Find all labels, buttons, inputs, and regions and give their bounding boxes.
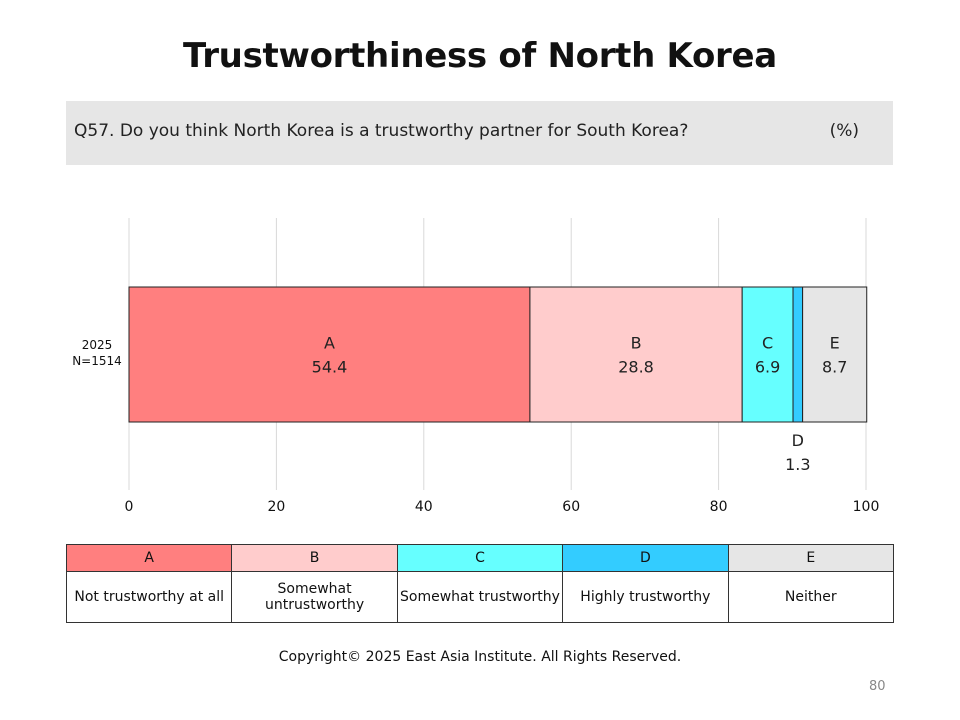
data-label: 54.4 [312,358,348,377]
unit-label: (%) [829,121,859,141]
segment-name-label: D [792,431,804,450]
segment-name-label: C [762,334,773,353]
legend-desc-c: Somewhat trustworthy [396,571,564,623]
legend-desc-d: Highly trustworthy [562,571,729,623]
x-tick-label: 80 [710,499,728,515]
bar-segment-e [802,286,868,423]
page-number: 80 [869,679,886,694]
legend-description-row: Not trustworthy at all Somewhat untrustw… [65,571,895,623]
bar-segment-d [792,286,804,423]
page-title: Trustworthiness of North Korea [183,36,777,76]
segment-name-label: A [324,334,335,353]
question-text: Q57. Do you think North Korea is a trust… [74,121,689,141]
data-label: 8.7 [822,358,847,377]
legend-key-c: C [396,544,564,572]
category-label-line: 2025 [82,338,113,352]
legend-key-b: B [231,544,398,572]
legend-key-a: A [65,544,233,572]
x-tick-label: 100 [853,499,880,515]
segment-name-label: E [830,334,840,353]
copyright-text: Copyright© 2025 East Asia Institute. All… [278,649,682,665]
legend-key-e: E [727,544,895,572]
x-tick-label: 0 [125,499,134,515]
data-label: 1.3 [785,455,810,474]
data-label: 28.8 [618,358,654,377]
category-label: 2025 N=1514 [72,338,122,368]
bar-segment-c [741,286,794,423]
legend-desc-e: Neither [727,571,895,623]
legend-desc-a: Not trustworthy at all [65,571,233,623]
bar-segment-b [529,286,743,423]
bar-segment-a [128,286,531,423]
legend-desc-b: Somewhat untrustworthy [231,571,398,623]
x-tick-label: 40 [415,499,433,515]
legend-table: A B C D E Not trustworthy at all Somewha… [65,544,895,623]
data-label: 6.9 [755,358,780,377]
question-box: Q57. Do you think North Korea is a trust… [66,101,893,165]
segment-name-label: B [631,334,642,353]
legend-key-row: A B C D E [65,544,895,572]
legend-key-d: D [562,544,729,572]
stacked-bar-chart: 0 20 40 60 80 100 2025 N=1514 A 54.4 B 28.8 C 6.9 D 1.3… [72,218,880,515]
x-tick-label: 20 [267,499,285,515]
category-label-line: N=1514 [72,354,122,368]
x-tick-label: 60 [562,499,580,515]
